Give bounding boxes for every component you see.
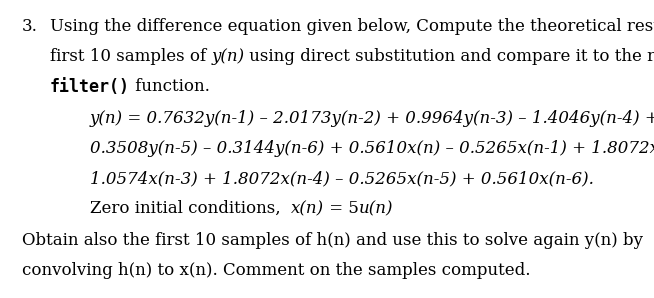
Text: using direct substitution and compare it to the result of the: using direct substitution and compare it… bbox=[245, 48, 654, 65]
Text: Zero initial conditions,: Zero initial conditions, bbox=[90, 200, 291, 217]
Text: Obtain also the first 10 samples of h(n) and use this to solve again y(n) by: Obtain also the first 10 samples of h(n)… bbox=[22, 232, 643, 249]
Text: x(n): x(n) bbox=[291, 200, 324, 217]
Text: u(n): u(n) bbox=[359, 200, 394, 217]
Text: y(n): y(n) bbox=[211, 48, 245, 65]
Text: = 5: = 5 bbox=[324, 200, 359, 217]
Text: 1.0574x(n-3) + 1.8072x(n-4) – 0.5265x(n-5) + 0.5610x(n-6).: 1.0574x(n-3) + 1.8072x(n-4) – 0.5265x(n-… bbox=[90, 170, 594, 187]
Text: convolving h(n) to x(n). Comment on the samples computed.: convolving h(n) to x(n). Comment on the … bbox=[22, 262, 530, 279]
Text: y(n) = 0.7632y(n-1) – 2.0173y(n-2) + 0.9964y(n-3) – 1.4046y(n-4) +: y(n) = 0.7632y(n-1) – 2.0173y(n-2) + 0.9… bbox=[90, 110, 654, 127]
Text: first 10 samples of: first 10 samples of bbox=[50, 48, 211, 65]
Text: filter(): filter() bbox=[50, 78, 130, 96]
Text: function.: function. bbox=[130, 78, 210, 95]
Text: 3.: 3. bbox=[22, 18, 38, 35]
Text: Using the difference equation given below, Compute the theoretical results of th: Using the difference equation given belo… bbox=[50, 18, 654, 35]
Text: 0.3508y(n-5) – 0.3144y(n-6) + 0.5610x(n) – 0.5265x(n-1) + 1.8072x(n-2) –: 0.3508y(n-5) – 0.3144y(n-6) + 0.5610x(n)… bbox=[90, 140, 654, 157]
